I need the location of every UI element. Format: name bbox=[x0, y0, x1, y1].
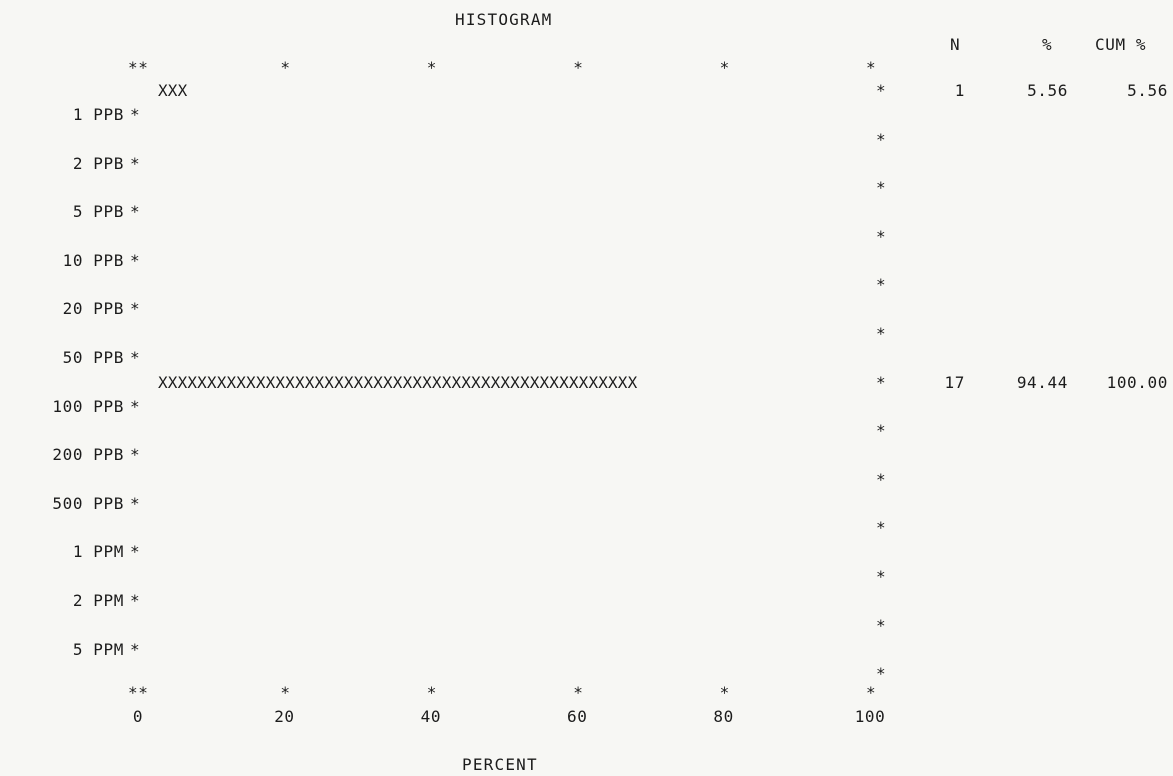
x-axis-label: PERCENT bbox=[462, 755, 538, 774]
frame-left-star: * bbox=[130, 445, 140, 465]
frame-left-star: * bbox=[130, 153, 140, 173]
x-tick-label: 60 bbox=[567, 707, 588, 726]
frame-left-star: * bbox=[130, 396, 140, 416]
frame-right-star: * bbox=[876, 615, 886, 635]
frame-left-star: * bbox=[130, 591, 140, 610]
frame-top-tick-star: * bbox=[719, 58, 730, 77]
row-label: 1 PPB bbox=[72, 105, 124, 124]
frame-left-star: * bbox=[130, 105, 140, 124]
row-label: 100 PPB bbox=[52, 396, 124, 416]
frame-right-star: * bbox=[876, 178, 886, 198]
table-row1-pct: 5.56 bbox=[1027, 81, 1068, 100]
frame-left-star: * bbox=[130, 493, 140, 513]
table-row2-pct: 94.44 bbox=[1016, 373, 1068, 392]
table-row2-cum: 100.00 bbox=[1106, 373, 1168, 392]
x-tick-label: 80 bbox=[713, 707, 734, 726]
frame-top-left-corner: ** bbox=[128, 58, 149, 77]
row-label: 50 PPB bbox=[62, 348, 124, 367]
x-tick-label: 0 bbox=[132, 707, 144, 726]
frame-top-tick-star: * bbox=[866, 58, 876, 77]
frame-top-tick-star: * bbox=[426, 58, 437, 77]
frame-top-tick-star: * bbox=[280, 58, 291, 77]
frame-bottom-tick-star: * bbox=[866, 683, 876, 702]
x-tick-label: 40 bbox=[420, 707, 442, 726]
table-header-n: N bbox=[950, 35, 961, 54]
row-label: 500 PPB bbox=[52, 493, 124, 513]
frame-bottom-tick-star: * bbox=[719, 683, 730, 702]
frame-right-star: * bbox=[876, 664, 886, 684]
frame-left-star: * bbox=[130, 639, 140, 659]
row-label: 20 PPB bbox=[62, 299, 124, 319]
frame-top-tick-star: * bbox=[573, 58, 583, 77]
frame-right-star: * bbox=[876, 567, 886, 586]
table-row2-n: 17 bbox=[944, 373, 965, 392]
table-row1-n: 1 bbox=[954, 81, 965, 100]
frame-right-star: * bbox=[876, 324, 886, 343]
table-row1-cum: 5.56 bbox=[1127, 81, 1168, 100]
frame-bottom-left-corner: ** bbox=[128, 683, 149, 702]
row-label: 2 PPB bbox=[72, 153, 124, 173]
frame-bottom-tick-star: * bbox=[280, 683, 291, 702]
x-tick-label: 20 bbox=[274, 707, 295, 726]
x-tick-label: 100 bbox=[854, 707, 886, 726]
row-label: 5 PPM bbox=[72, 639, 124, 659]
histogram-bar-1: XXX bbox=[158, 81, 188, 100]
frame-right-star: * bbox=[876, 226, 886, 246]
frame-right-star: * bbox=[876, 129, 886, 149]
frame-bottom-tick-star: * bbox=[573, 683, 583, 702]
frame-right-star: * bbox=[876, 81, 886, 100]
row-label: 2 PPM bbox=[72, 591, 124, 610]
table-header-cum-pct: CUM % bbox=[1095, 35, 1147, 54]
frame-bottom-tick-star: * bbox=[426, 683, 437, 702]
row-label: 1 PPM bbox=[72, 542, 124, 562]
row-label: 200 PPB bbox=[52, 445, 124, 465]
frame-right-star: * bbox=[876, 372, 886, 392]
chart-title: HISTOGRAM bbox=[455, 10, 553, 29]
frame-right-star: * bbox=[876, 469, 886, 489]
row-label: 5 PPB bbox=[72, 202, 124, 222]
row-label: 10 PPB bbox=[62, 250, 124, 270]
table-header-pct: % bbox=[1042, 35, 1053, 54]
frame-left-star: * bbox=[130, 299, 140, 319]
frame-right-star: * bbox=[876, 518, 886, 538]
frame-left-star: * bbox=[130, 202, 140, 222]
frame-right-star: * bbox=[876, 421, 886, 441]
frame-left-star: * bbox=[130, 250, 140, 270]
histogram-bar-2: XXXXXXXXXXXXXXXXXXXXXXXXXXXXXXXXXXXXXXXX… bbox=[158, 373, 638, 392]
frame-left-star: * bbox=[130, 348, 140, 367]
frame-left-star: * bbox=[130, 542, 140, 562]
frame-right-star: * bbox=[876, 275, 886, 295]
